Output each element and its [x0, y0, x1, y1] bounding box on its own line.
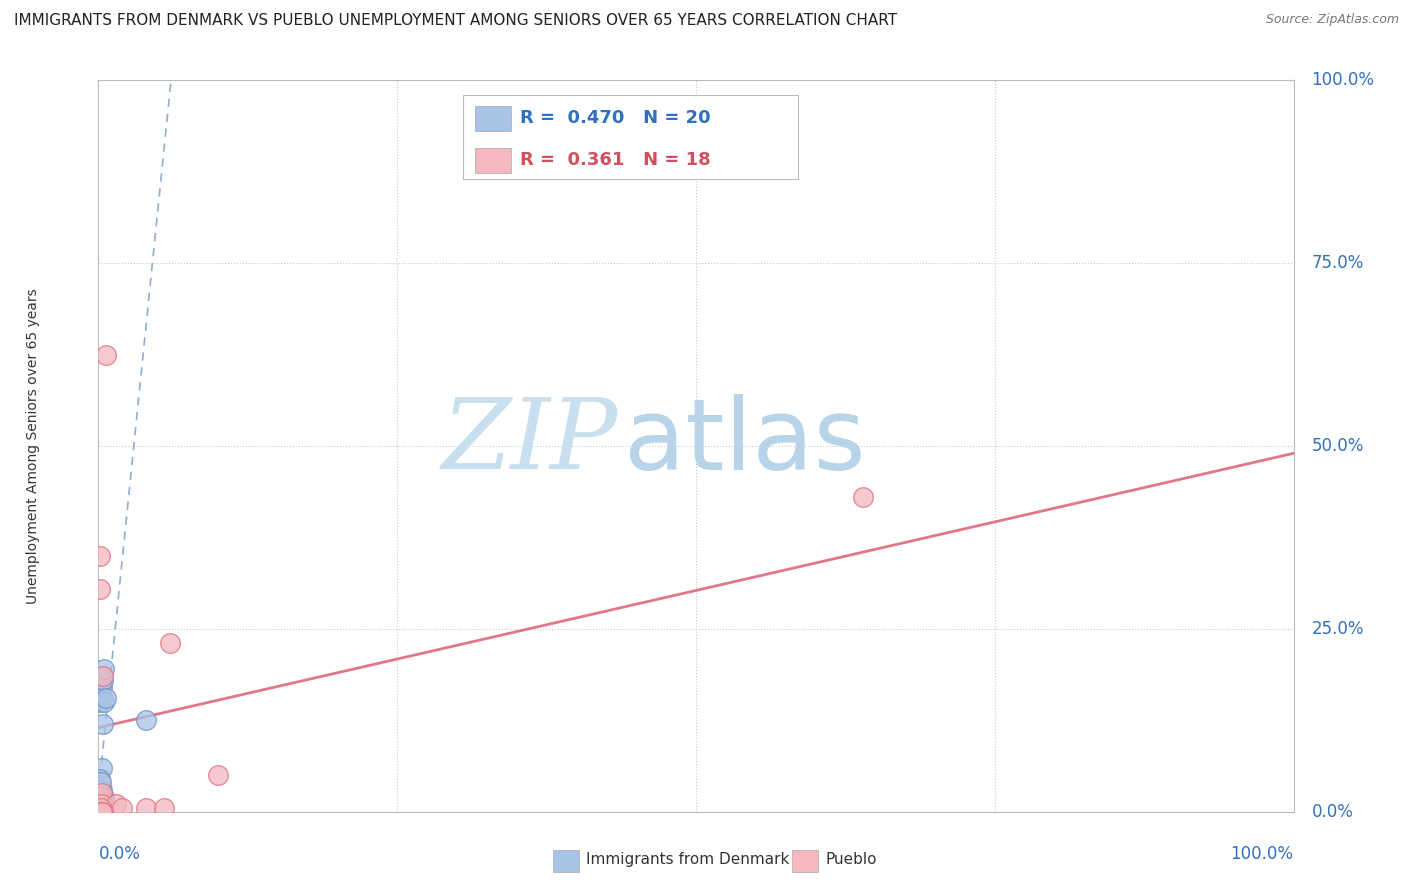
Point: [91, 805, 114, 819]
Point: [91, 669, 114, 683]
Point: [105, 797, 128, 812]
Point: [91, 673, 114, 687]
Text: R =  0.470   N = 20: R = 0.470 N = 20: [520, 110, 711, 128]
Text: 50.0%: 50.0%: [1312, 437, 1364, 455]
Point: [89, 772, 111, 786]
Point: [94, 691, 117, 706]
Text: Unemployment Among Seniors over 65 years: Unemployment Among Seniors over 65 years: [25, 288, 39, 604]
Text: 0.0%: 0.0%: [98, 845, 141, 863]
FancyBboxPatch shape: [475, 147, 510, 173]
Text: 100.0%: 100.0%: [1230, 845, 1294, 863]
Point: [91, 782, 114, 797]
Point: [91, 805, 114, 819]
Text: 100.0%: 100.0%: [1312, 71, 1375, 89]
Point: [153, 801, 176, 815]
FancyBboxPatch shape: [475, 106, 510, 131]
FancyBboxPatch shape: [463, 95, 797, 179]
Point: [90, 790, 112, 805]
Point: [90, 775, 112, 789]
Point: [207, 768, 229, 782]
FancyBboxPatch shape: [553, 850, 579, 872]
Point: [90, 797, 112, 812]
Point: [90, 669, 112, 683]
Point: [91, 787, 114, 801]
Text: Source: ZipAtlas.com: Source: ZipAtlas.com: [1265, 13, 1399, 27]
Text: atlas: atlas: [624, 394, 866, 491]
Point: [111, 801, 134, 815]
Point: [93, 662, 115, 676]
Text: IMMIGRANTS FROM DENMARK VS PUEBLO UNEMPLOYMENT AMONG SENIORS OVER 65 YEARS CORRE: IMMIGRANTS FROM DENMARK VS PUEBLO UNEMPL…: [14, 13, 897, 29]
Text: 75.0%: 75.0%: [1312, 254, 1364, 272]
Point: [91, 794, 114, 808]
Point: [91, 797, 114, 812]
Text: 0.0%: 0.0%: [1312, 803, 1354, 821]
Point: [91, 691, 114, 706]
Point: [90, 801, 112, 815]
Point: [89, 549, 111, 563]
Point: [135, 801, 157, 815]
Text: ZIP: ZIP: [441, 394, 619, 490]
Point: [91, 805, 114, 819]
Point: [159, 636, 181, 650]
Point: [91, 717, 114, 731]
Text: Pueblo: Pueblo: [825, 852, 876, 867]
Text: R =  0.361   N = 18: R = 0.361 N = 18: [520, 151, 711, 169]
Point: [94, 348, 117, 362]
Point: [91, 681, 114, 695]
Point: [91, 761, 114, 775]
Point: [852, 490, 875, 504]
Point: [93, 695, 115, 709]
Point: [93, 805, 115, 819]
Point: [90, 676, 112, 690]
Text: Immigrants from Denmark: Immigrants from Denmark: [586, 852, 789, 867]
Text: 25.0%: 25.0%: [1312, 620, 1364, 638]
Point: [135, 714, 157, 728]
FancyBboxPatch shape: [792, 850, 818, 872]
Point: [89, 695, 111, 709]
Point: [93, 790, 115, 805]
Point: [91, 801, 114, 815]
Point: [89, 582, 111, 596]
